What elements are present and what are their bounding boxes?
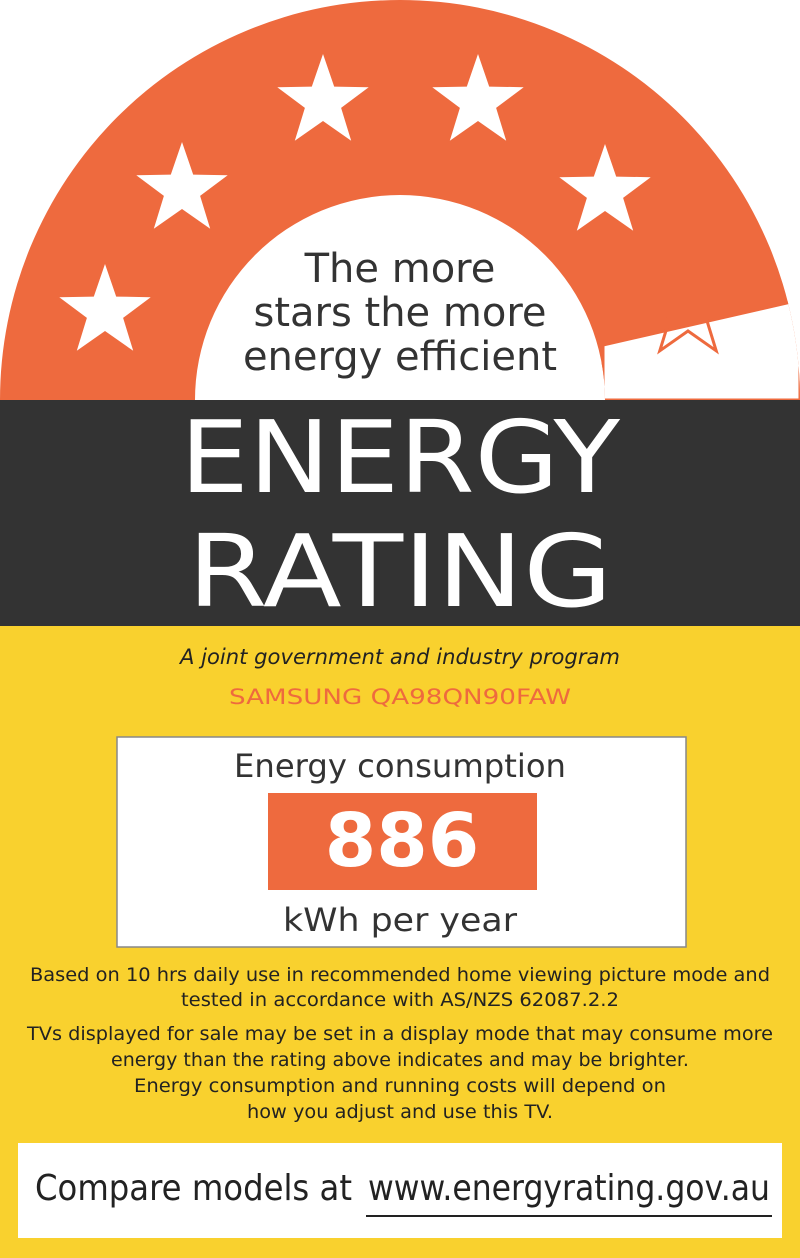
- tagline: energy efficient: [243, 334, 557, 380]
- stars: [59, 54, 739, 355]
- tagline: stars the more: [253, 290, 546, 336]
- star: [559, 144, 651, 231]
- note: energy than the rating above indicates a…: [111, 1049, 689, 1071]
- consumption-highlight: [268, 793, 537, 890]
- tagline: The more: [304, 246, 496, 292]
- star: [277, 54, 369, 141]
- title-band: [0, 400, 800, 626]
- footer-link[interactable]: www.energyrating.gov.au: [368, 1168, 770, 1209]
- star: [637, 259, 739, 355]
- note: TVs displayed for sale may be set in a d…: [26, 1023, 773, 1045]
- title: ENERGY: [180, 399, 621, 516]
- title: RATING: [188, 513, 613, 630]
- footer-box: [18, 1143, 782, 1238]
- star: [432, 54, 524, 141]
- model: SAMSUNG QA98QN90FAW: [229, 685, 571, 709]
- note: Based on 10 hrs daily use in recommended…: [30, 964, 770, 986]
- star: [136, 142, 228, 229]
- program: A joint government and industry program: [178, 645, 620, 669]
- consumption-value: 886: [325, 798, 479, 884]
- star-arc: [0, 0, 800, 400]
- note: how you adjust and use this TV.: [247, 1101, 553, 1123]
- consumption-unit: kWh per year: [283, 901, 518, 939]
- consumption-label: Energy consumption: [234, 747, 566, 785]
- footer-text: Compare models at: [35, 1168, 352, 1209]
- note: Energy consumption and running costs wil…: [134, 1075, 666, 1097]
- note: tested in accordance with AS/NZS 62087.2…: [181, 989, 619, 1011]
- star: [59, 264, 151, 351]
